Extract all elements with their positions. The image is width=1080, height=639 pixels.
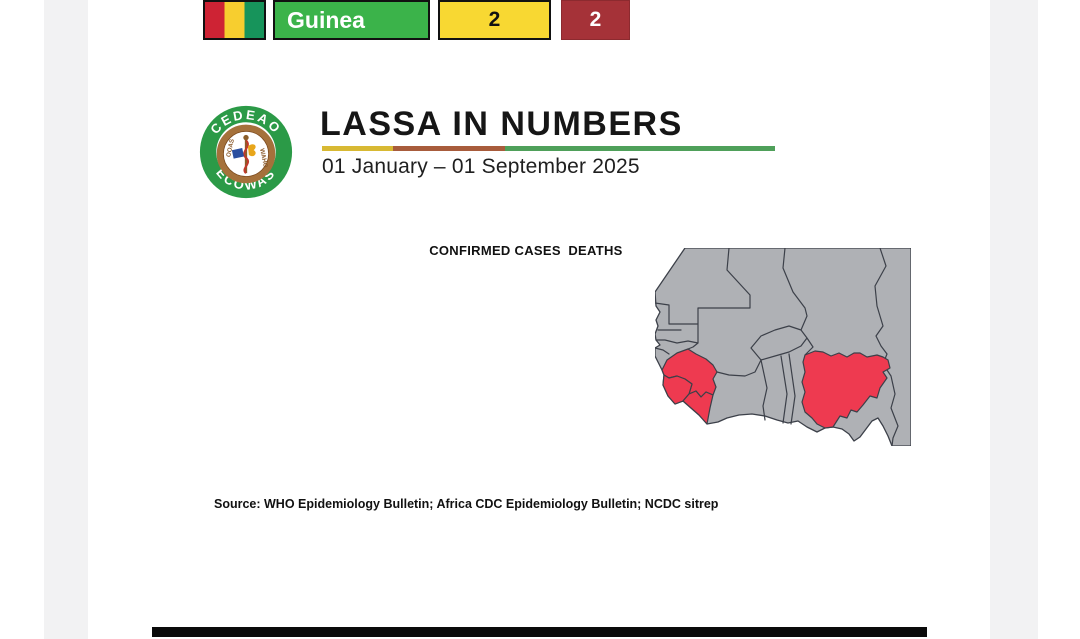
source-citation: Source: WHO Epidemiology Bulletin; Afric… — [214, 497, 719, 511]
logo-text-ooas: OOAS — [225, 138, 236, 157]
guinea-flag-icon — [203, 0, 266, 40]
confirmed-cases-value: 2 — [438, 0, 551, 40]
table-row: Guinea 2 2 — [0, 0, 1080, 40]
divider-segment-brick — [393, 146, 505, 151]
title-divider — [322, 146, 775, 151]
country-label: Guinea — [273, 0, 430, 40]
map-country-liberia — [682, 390, 714, 425]
right-edge-band — [990, 0, 1038, 639]
left-edge-band — [44, 0, 88, 639]
map-country-nigeria — [801, 350, 891, 429]
map-country-borders — [655, 248, 899, 446]
footer-bar — [152, 627, 927, 637]
logo-caduceus-icon — [231, 134, 256, 174]
page-title: LASSA IN NUMBERS — [320, 105, 683, 143]
column-header-confirmed-cases: CONFIRMED CASES — [429, 243, 561, 258]
divider-segment-yellow — [322, 146, 393, 151]
ecowas-logo-icon: CEDEAO ECOWAS OOAS WAHO — [199, 105, 293, 199]
logo-text-waho: WAHO — [258, 148, 269, 169]
column-header-deaths: DEATHS — [568, 243, 623, 258]
deaths-value: 2 — [561, 0, 630, 40]
divider-segment-green — [505, 146, 775, 151]
west-africa-map — [655, 248, 911, 446]
date-range: 01 January – 01 September 2025 — [322, 155, 640, 178]
